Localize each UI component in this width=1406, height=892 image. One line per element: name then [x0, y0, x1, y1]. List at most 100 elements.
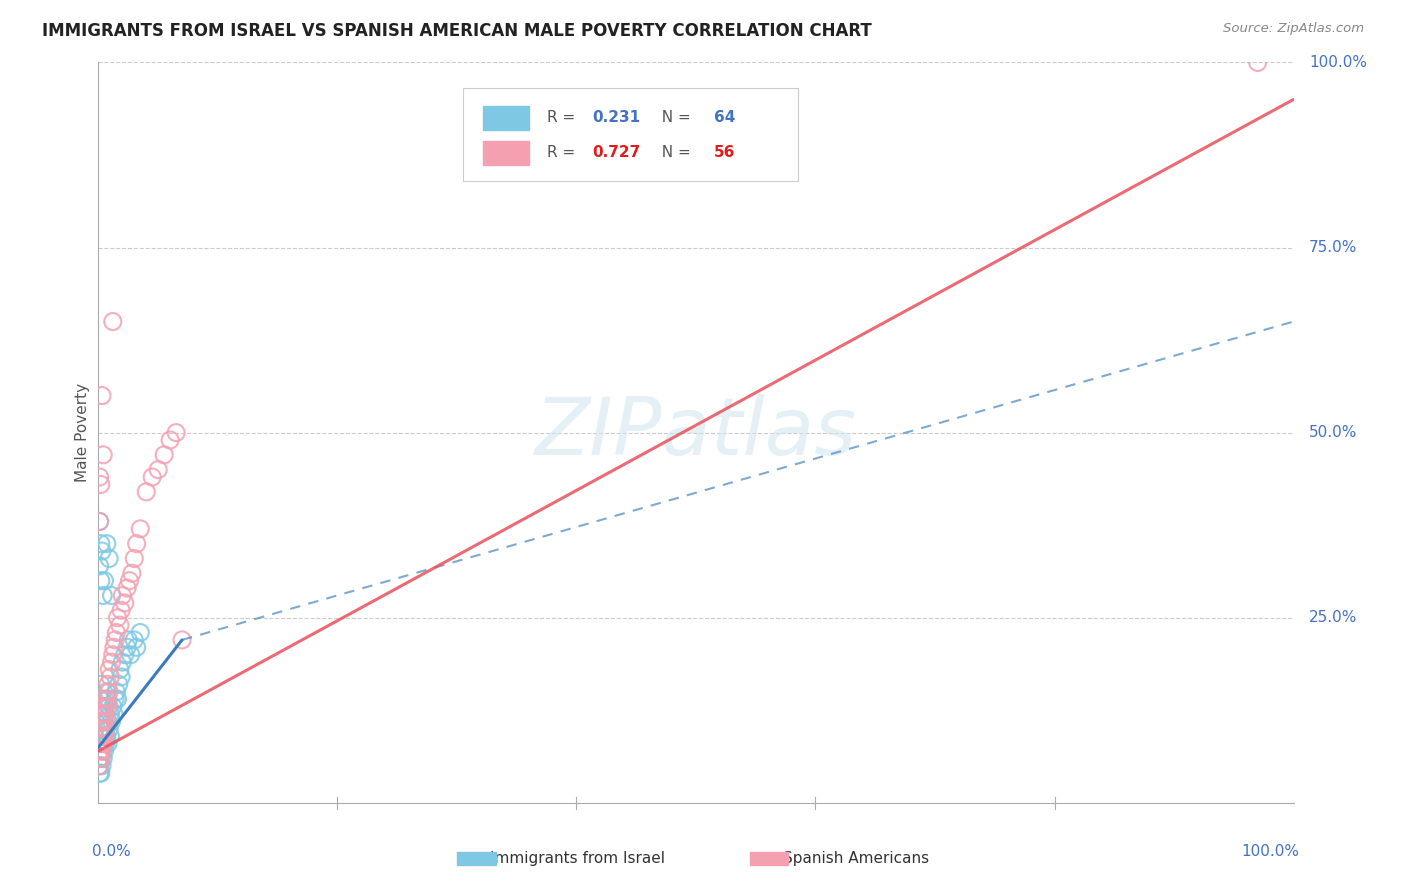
Point — [91, 448, 114, 462]
Point — [91, 706, 114, 721]
Point — [96, 692, 118, 706]
Point — [98, 670, 122, 684]
Point — [100, 589, 122, 603]
Point — [114, 648, 136, 662]
Point — [89, 692, 111, 706]
Point — [98, 685, 121, 699]
Point — [94, 737, 117, 751]
Point — [89, 470, 111, 484]
Point — [100, 655, 122, 669]
Point — [91, 729, 114, 743]
FancyBboxPatch shape — [749, 852, 789, 865]
Point — [91, 751, 114, 765]
Point — [110, 603, 132, 617]
Point — [89, 751, 111, 765]
Text: R =: R = — [547, 111, 579, 126]
Point — [90, 722, 112, 736]
Point — [101, 699, 124, 714]
Point — [96, 729, 118, 743]
Point — [89, 515, 111, 529]
Point — [107, 610, 129, 624]
Text: 0.727: 0.727 — [592, 145, 640, 161]
Point — [141, 470, 163, 484]
Point — [148, 462, 170, 476]
Point — [90, 737, 112, 751]
Point — [93, 744, 115, 758]
Point — [89, 706, 111, 721]
FancyBboxPatch shape — [484, 106, 529, 130]
Point — [104, 692, 127, 706]
Point — [125, 640, 148, 655]
Point — [87, 758, 110, 772]
Point — [93, 729, 115, 743]
Point — [97, 677, 120, 691]
Y-axis label: Male Poverty: Male Poverty — [75, 383, 90, 483]
Point — [121, 566, 143, 581]
Point — [91, 714, 114, 729]
Point — [89, 558, 111, 573]
Point — [165, 425, 187, 440]
Point — [115, 640, 138, 655]
Point — [89, 744, 111, 758]
Point — [98, 551, 121, 566]
Text: ZIPatlas: ZIPatlas — [534, 393, 858, 472]
Point — [153, 448, 176, 462]
Point — [91, 744, 114, 758]
Point — [89, 766, 111, 780]
Point — [103, 706, 125, 721]
Point — [93, 692, 115, 706]
Point — [90, 677, 112, 691]
Point — [90, 574, 112, 588]
Point — [96, 714, 118, 729]
Point — [94, 699, 117, 714]
Point — [97, 692, 120, 706]
Point — [90, 706, 112, 721]
Point — [91, 699, 114, 714]
Point — [93, 699, 115, 714]
Point — [110, 670, 132, 684]
Text: N =: N = — [652, 145, 696, 161]
Point — [111, 655, 134, 669]
Point — [93, 574, 115, 588]
Point — [103, 640, 125, 655]
Point — [87, 751, 110, 765]
Point — [172, 632, 194, 647]
Text: Immigrants from Israel: Immigrants from Israel — [491, 851, 665, 866]
Point — [91, 758, 114, 772]
Point — [98, 663, 121, 677]
Point — [107, 677, 129, 691]
Text: 64: 64 — [714, 111, 735, 126]
Point — [89, 729, 111, 743]
Text: 0.0%: 0.0% — [93, 844, 131, 858]
Point — [97, 737, 120, 751]
Point — [93, 729, 115, 743]
Point — [98, 706, 122, 721]
Text: Spanish Americans: Spanish Americans — [783, 851, 929, 866]
Text: 0.231: 0.231 — [592, 111, 640, 126]
Point — [91, 722, 114, 736]
Point — [89, 758, 111, 772]
Text: 56: 56 — [714, 145, 735, 161]
Point — [91, 737, 114, 751]
Point — [129, 522, 152, 536]
Point — [1247, 55, 1270, 70]
Text: 100.0%: 100.0% — [1309, 55, 1367, 70]
Point — [89, 722, 111, 736]
Point — [90, 751, 112, 765]
Text: N =: N = — [652, 111, 696, 126]
Point — [159, 433, 181, 447]
Point — [89, 737, 111, 751]
Point — [91, 744, 114, 758]
Point — [91, 714, 114, 729]
FancyBboxPatch shape — [463, 88, 797, 181]
Text: 75.0%: 75.0% — [1309, 240, 1357, 255]
Point — [124, 632, 146, 647]
Point — [90, 751, 112, 765]
Point — [105, 685, 128, 699]
Point — [98, 699, 121, 714]
Point — [96, 536, 118, 550]
Point — [93, 706, 115, 721]
Point — [108, 663, 131, 677]
Text: 50.0%: 50.0% — [1309, 425, 1357, 440]
Point — [114, 596, 136, 610]
